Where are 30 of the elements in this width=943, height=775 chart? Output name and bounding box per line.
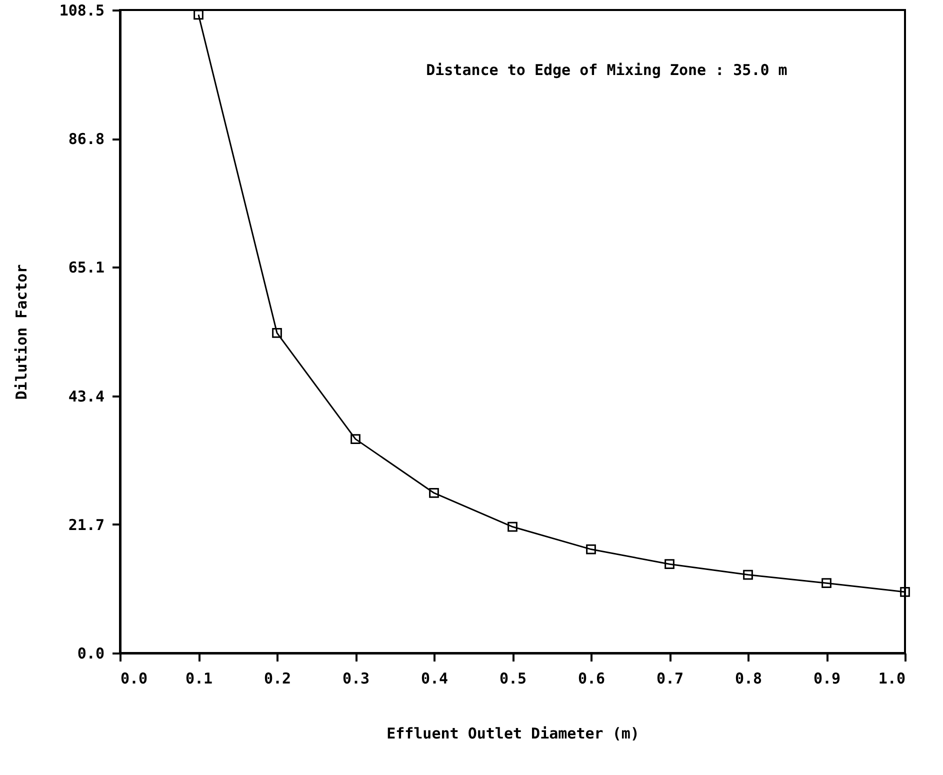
y-tick-label: 0.0 [77,644,104,662]
x-tick-label: 0.4 [420,670,448,688]
x-tick-label: 0.7 [656,670,684,688]
point [508,522,518,532]
x-tick-label: 0.2 [264,670,292,688]
y-tick-label: 86.8 [68,130,104,148]
point [272,328,282,338]
point [822,578,832,588]
y-tick-label: 21.7 [68,516,104,534]
x-tick-label: 0.8 [734,670,762,688]
point [900,587,910,597]
x-tick-label: 0.6 [578,670,606,688]
x-tick-label: 0.0 [120,670,148,688]
y-axis-title: Dilution Factor [12,264,30,400]
point [429,488,439,498]
point [350,434,360,444]
x-tick-label: 0.3 [342,670,370,688]
point [194,10,204,20]
x-tick-label: 1.0 [878,670,906,688]
point [664,559,674,570]
x-tick-label: 0.1 [185,670,213,688]
y-tick-label: 43.4 [68,387,104,406]
x-axis-title: Effluent Outlet Diameter (m) [386,724,640,742]
annotation: Distance to Edge of Mixing Zone : 35.0 m [426,61,788,79]
y-tick-label: 108.5 [59,2,104,20]
x-tick-label: 0.5 [499,670,527,688]
x-tick-label: 0.9 [813,670,841,688]
point [586,544,596,554]
point [743,570,753,580]
y-tick-label: 65.1 [68,258,104,277]
